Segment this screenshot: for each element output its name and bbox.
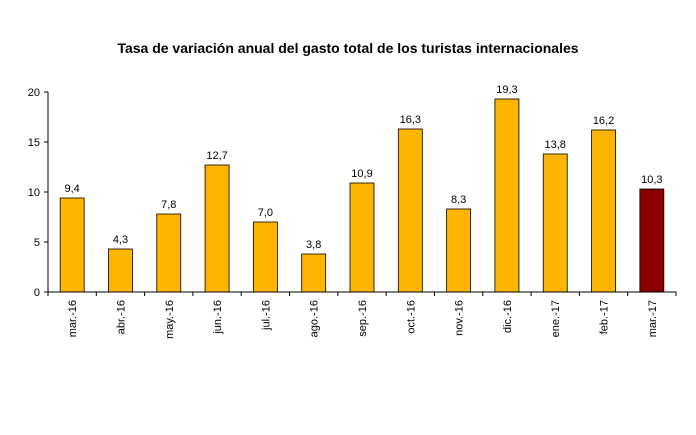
y-tick-label: 10 <box>28 187 40 199</box>
data-label: 7,8 <box>161 199 176 211</box>
data-label: 8,3 <box>451 194 466 206</box>
x-tick-label: mar.-17 <box>647 300 659 337</box>
bars-group <box>59 98 665 293</box>
x-tick-label: nov.-16 <box>454 300 466 336</box>
data-label: 4,3 <box>113 234 128 246</box>
bar <box>301 253 327 293</box>
data-label: 19,3 <box>496 84 517 96</box>
x-tick-label: sep.-16 <box>357 300 369 337</box>
x-tick-label: dic.-16 <box>502 300 514 333</box>
data-label: 16,3 <box>400 114 421 126</box>
x-axis: mar.-16 abr.-16 may.-16 jun.-16 jul.-16 ago.-… <box>47 291 677 339</box>
bar <box>639 188 665 293</box>
bar <box>59 197 85 293</box>
data-labels-group: 9,4 4,3 7,8 12,7 7,0 3,8 10,9 16,3 8,3 19,3 13,8 16… <box>65 84 663 251</box>
data-label: 9,4 <box>65 183 80 195</box>
data-label: 16,2 <box>593 115 614 127</box>
data-label: 12,7 <box>206 150 227 162</box>
chart-title: Tasa de variación anual del gasto total … <box>117 40 579 56</box>
y-tick-label: 15 <box>28 137 40 149</box>
x-tick-label: may.-16 <box>164 300 176 339</box>
bar <box>397 128 423 293</box>
x-tick-label: mar.-16 <box>67 300 79 337</box>
data-label: 3,8 <box>306 239 321 251</box>
bar <box>108 248 133 293</box>
bar <box>204 164 230 293</box>
y-tick-label: 0 <box>34 287 40 299</box>
x-tick-label: ago.-16 <box>309 300 321 337</box>
bar <box>591 129 616 293</box>
bar <box>494 98 520 293</box>
data-label: 10,3 <box>641 174 662 186</box>
y-tick-label: 5 <box>34 237 40 249</box>
x-tick-label: oct.-16 <box>405 300 417 334</box>
data-label: 13,8 <box>545 139 566 151</box>
x-tick-label: jul.-16 <box>260 300 272 331</box>
bar <box>156 213 182 293</box>
y-axis: 0 5 10 15 20 <box>28 87 49 299</box>
bar <box>349 182 375 293</box>
data-label: 7,0 <box>258 207 273 219</box>
x-tick-label: jun.-16 <box>212 300 224 335</box>
bar <box>252 221 278 293</box>
bar <box>446 208 472 293</box>
x-tick-label: abr.-16 <box>115 300 127 334</box>
data-label: 10,9 <box>351 168 372 180</box>
bar <box>542 153 568 293</box>
y-tick-label: 20 <box>28 87 40 99</box>
x-tick-label: feb.-17 <box>599 300 611 334</box>
x-tick-label: ene.-17 <box>550 300 562 337</box>
